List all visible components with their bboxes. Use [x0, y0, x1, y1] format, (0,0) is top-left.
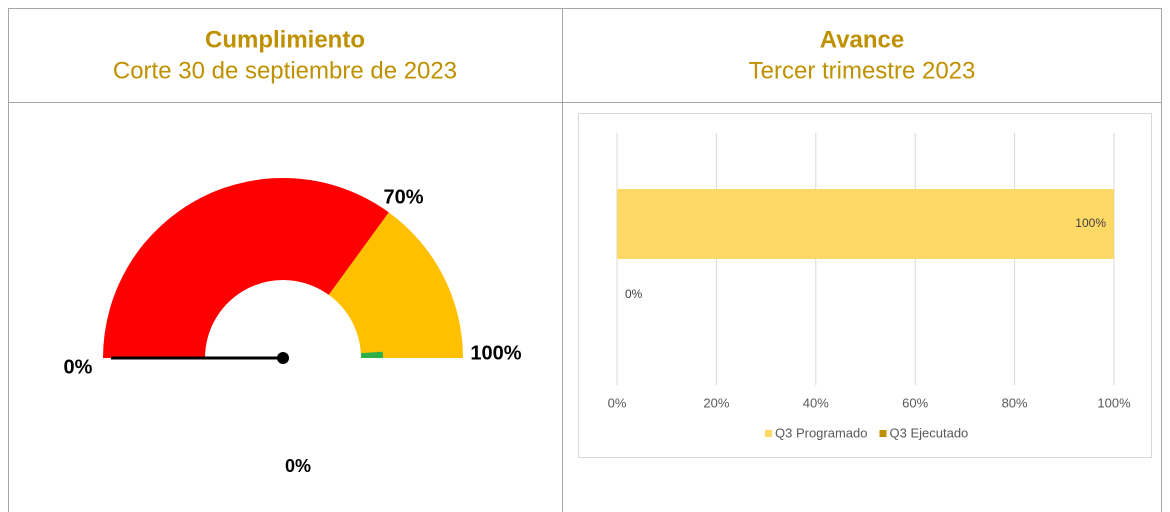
gauge-value-label: 0% — [285, 456, 311, 476]
legend-swatch — [765, 430, 772, 437]
legend-label: Q3 Ejecutado — [890, 425, 969, 440]
gauge-band — [103, 178, 389, 358]
right-title: Avance — [820, 26, 905, 53]
chart-frame — [578, 113, 1152, 458]
value-label: 0% — [625, 287, 643, 301]
left-title: Cumplimiento — [205, 26, 365, 53]
x-tick-label: 80% — [1002, 395, 1028, 410]
x-tick-label: 20% — [703, 395, 729, 410]
table-border — [8, 8, 1162, 512]
gauge-band — [360, 351, 383, 358]
left-subtitle: Corte 30 de septiembre de 2023 — [113, 57, 457, 84]
x-tick-label: 40% — [803, 395, 829, 410]
needle-hub — [277, 352, 289, 364]
gauge-tick-label: 70% — [383, 186, 423, 208]
value-label: 100% — [1075, 216, 1106, 230]
bar — [617, 189, 1114, 259]
right-subtitle: Tercer trimestre 2023 — [749, 57, 976, 84]
legend-label: Q3 Programado — [775, 425, 868, 440]
gauge-tick-label: 0% — [64, 356, 93, 378]
gauge-tick-label: 100% — [470, 342, 521, 364]
x-tick-label: 0% — [608, 395, 627, 410]
legend-swatch — [879, 430, 887, 437]
x-tick-label: 60% — [902, 395, 928, 410]
gauge-band — [328, 212, 463, 358]
x-tick-label: 100% — [1097, 395, 1131, 410]
